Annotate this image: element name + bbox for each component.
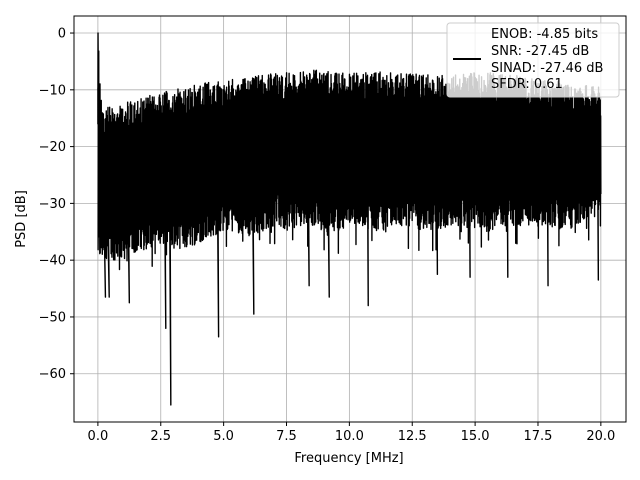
legend-entry-sfdr: SFDR: 0.61 <box>491 77 563 92</box>
y-tick-label: −50 <box>39 310 66 325</box>
legend-entry-sinad: SINAD: -27.46 dB <box>491 61 603 76</box>
psd-series-line <box>97 32 602 406</box>
x-tick-label: 10.0 <box>335 429 364 444</box>
legend-entry-enob: ENOB: -4.85 bits <box>491 27 598 42</box>
y-axis-label: PSD [dB] <box>14 190 29 248</box>
x-tick-label: 5.0 <box>213 429 234 444</box>
plot-frame <box>73 15 627 423</box>
psd-trace <box>97 32 602 406</box>
x-tick-label: 2.5 <box>150 429 171 444</box>
x-tick-label: 12.5 <box>398 429 427 444</box>
y-tick-label: 0 <box>58 27 66 42</box>
legend-box <box>446 22 620 98</box>
axis-ticks: 0.0 2.5 5.0 7.5 10.0 12.5 15.0 17.5 20.0 0 −10 −20 −… <box>39 27 616 444</box>
y-tick-label: −20 <box>39 140 66 155</box>
x-tick-label: 15.0 <box>461 429 490 444</box>
x-tick-label: 20.0 <box>586 429 615 444</box>
y-tick-label: −40 <box>39 254 66 269</box>
y-tick-label: −60 <box>39 367 66 382</box>
y-tick-label: −10 <box>39 83 66 98</box>
x-axis-label: Frequency [MHz] <box>294 451 403 466</box>
y-tick-label: −30 <box>39 197 66 212</box>
legend: ENOB: -4.85 bits SNR: -27.45 dB SINAD: -… <box>446 22 620 98</box>
x-tick-label: 7.5 <box>276 429 297 444</box>
x-tick-label: 17.5 <box>524 429 553 444</box>
legend-entry-snr: SNR: -27.45 dB <box>491 44 589 59</box>
x-tick-label: 0.0 <box>88 429 109 444</box>
